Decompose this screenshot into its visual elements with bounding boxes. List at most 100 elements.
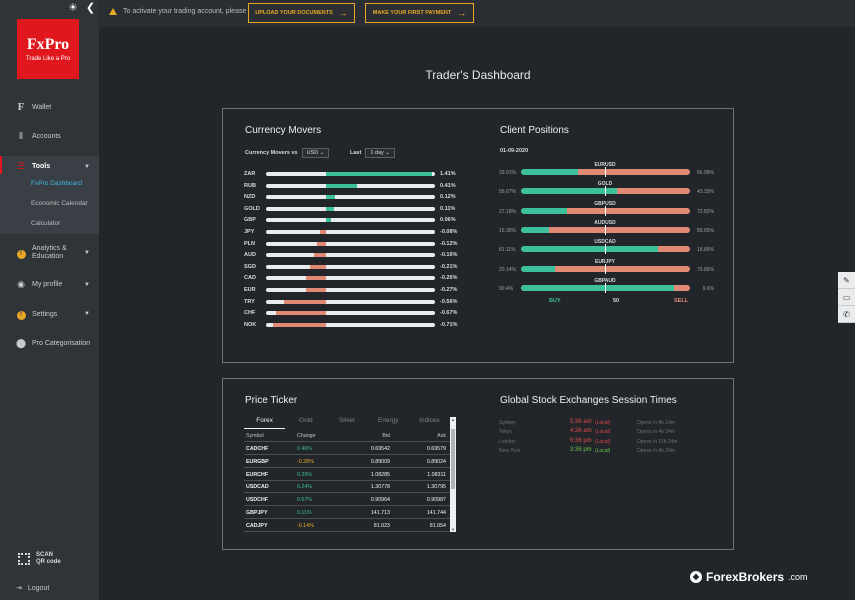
sidebar-item-analytics[interactable]: ! Analytics & Education ▼: [0, 245, 99, 261]
period-select[interactable]: 1 day ⌄: [365, 148, 395, 158]
price-ticker-scrollbar[interactable]: ▲ ▼: [450, 417, 456, 532]
upload-documents-button[interactable]: UPLOAD YOUR DOCUMENTS →: [248, 3, 355, 23]
sidebar-item-accounts[interactable]: ⫴ Accounts: [0, 131, 99, 142]
price-ticker-row[interactable]: CADJPY -0.14% 81.023 81.054: [244, 520, 450, 532]
tab-forex[interactable]: Forex: [244, 417, 286, 429]
currency-code: TRY: [244, 298, 255, 305]
currency-code: ZAR: [244, 171, 256, 177]
ticker-bid: 1.30778: [370, 484, 390, 491]
sidebar-item-label: My profile: [32, 281, 63, 288]
buy-percent: 33.91%: [499, 170, 516, 176]
ticker-change: 0.39%: [297, 471, 313, 478]
tab-energy[interactable]: Energy: [377, 417, 399, 424]
qr-code-button[interactable]: SCAN QR code: [18, 552, 61, 566]
exchange-local-tag: (Local): [595, 438, 611, 445]
currency-code: NZD: [244, 194, 256, 201]
currency-movers-vs-label: Currency Movers vs: [245, 150, 298, 156]
currency-change-value: -0.16%: [440, 252, 458, 259]
currency-mover-bar: [266, 218, 435, 223]
currency-change-value: -0.26%: [440, 275, 458, 282]
exchange-opens-in: Opens in 4h 14m: [637, 420, 676, 426]
currency-mover-row: RUB 0.41%: [244, 181, 459, 191]
currency-mover-row: SGD -0.21%: [244, 262, 459, 272]
currency-mover-row: NZD 0.12%: [244, 192, 459, 202]
period-controls: Last 1 day ⌄: [350, 148, 395, 158]
logout-button[interactable]: ⇥ Logout: [16, 584, 50, 593]
ticker-ask: 0.89024: [426, 458, 446, 465]
sun-icon[interactable]: ☀: [68, 2, 78, 14]
exchange-session-row: Tokyo 4:36 am (Local) Opens in 4h 24m: [499, 428, 699, 438]
ticker-symbol: GBPJPY: [246, 510, 268, 516]
sidebar-item-pro-categorisation[interactable]: ⬤ Pro Categorisation: [0, 338, 99, 349]
chevron-down-icon: ▼: [84, 281, 90, 288]
currency-mover-fill: [326, 172, 432, 176]
sidebar-item-tools[interactable]: ☰ Tools ▼: [0, 161, 99, 172]
ticker-ask: 1.08311: [427, 471, 446, 478]
sidebar-item-wallet[interactable]: F Wallet: [0, 101, 99, 113]
exchange-local-time: 6:36 pm: [570, 437, 592, 444]
currency-change-value: 0.41%: [440, 182, 456, 189]
tab-gold[interactable]: Gold: [298, 417, 313, 424]
currency-change-value: -0.56%: [440, 298, 458, 305]
sell-percent: 66.09%: [697, 170, 714, 176]
fxpro-logo[interactable]: FxPro Trade Like a Pro: [17, 19, 79, 79]
sidebar-subitem-economic-calendar[interactable]: Economic Calendar: [31, 200, 88, 207]
price-ticker-row[interactable]: CADCHF 0.46% 0.69542 0.69579: [244, 443, 450, 455]
exchange-local-tag: (Local): [595, 447, 611, 454]
currency-mover-fill: [313, 253, 326, 258]
scroll-thumb[interactable]: [451, 429, 455, 489]
base-currency-select[interactable]: USD ⌄: [301, 148, 330, 158]
price-ticker-row[interactable]: GBPJPY 0.11% 141.713 141.744: [244, 507, 450, 519]
client-positions-title: Client Positions: [500, 125, 569, 136]
currency-change-value: 0.12%: [440, 194, 456, 201]
watermark-suffix: .com: [788, 572, 808, 582]
position-pair: GBPAUD: [594, 277, 616, 284]
position-pair: EURJPY: [594, 258, 615, 265]
chat-icon[interactable]: ▭: [838, 289, 855, 306]
watermark: ◆ ForexBrokers .com: [690, 570, 808, 584]
exchange-opens-in: Opens in 4h 24m: [637, 429, 676, 436]
buy-fill: [521, 207, 567, 214]
floating-actions: ✎ ▭ ✆: [838, 272, 855, 323]
price-ticker-row[interactable]: USDCHF 0.67% 0.90964 0.90987: [244, 494, 450, 507]
collapse-chevron-icon[interactable]: ❮: [85, 2, 96, 14]
sidebar-item-label: Accounts: [32, 133, 61, 140]
chevron-down-icon: ▼: [84, 311, 90, 317]
fifty-percent-marker: [605, 244, 606, 255]
exchange-opens-in: Opens in 11h 24m: [637, 438, 678, 445]
ticker-bid: 1.08285: [370, 471, 390, 478]
currency-mover-bar: [266, 241, 435, 246]
currency-mover-row: CHF -0.67%: [244, 308, 459, 318]
currency-code: CHF: [244, 310, 256, 317]
currency-mover-row: EUR -0.27%: [244, 285, 459, 295]
currency-mover-fill: [326, 195, 336, 200]
pro-icon: ⬤: [16, 338, 27, 348]
logout-label: Logout: [27, 584, 50, 592]
buy-fill: [521, 188, 617, 195]
price-ticker-row[interactable]: USDCAD 0.24% 1.30778 1.30795: [244, 481, 450, 494]
price-ticker-row[interactable]: EURGBP -0.28% 0.89009 0.89024: [244, 456, 450, 468]
scroll-down-icon[interactable]: ▼: [451, 527, 455, 532]
edit-icon[interactable]: ✎: [838, 272, 855, 289]
sidebar-subitem-calculator[interactable]: Calculator: [31, 220, 61, 227]
sidebar-item-settings[interactable]: ! Settings ▼: [0, 308, 99, 320]
ticker-bid: 81.023: [373, 522, 390, 529]
watermark-brand: ForexBrokers: [706, 570, 785, 584]
price-ticker-row[interactable]: EURCHF 0.39% 1.08285 1.08311: [244, 469, 450, 481]
first-payment-button[interactable]: MAKE YOUR FIRST PAYMENT →: [365, 3, 474, 23]
currency-change-value: -0.12%: [440, 240, 458, 247]
position-pair: GBPUSD: [594, 200, 616, 207]
currency-code: CAD: [244, 275, 256, 282]
currency-mover-row: ZAR 1.41%: [244, 169, 459, 179]
exchange-local-tag: (Local): [595, 420, 611, 426]
currency-mover-row: GBP 0.06%: [244, 215, 459, 225]
tab-silver[interactable]: Silver: [338, 417, 356, 424]
phone-icon[interactable]: ✆: [838, 306, 855, 323]
first-payment-label: MAKE YOUR FIRST PAYMENT: [372, 10, 452, 16]
ticker-bid: 0.89009: [370, 458, 390, 465]
arrow-right-icon: →: [457, 8, 467, 18]
sidebar-subitem-fxpro-dashboard[interactable]: FxPro Dashboard: [31, 180, 82, 187]
tab-indices[interactable]: Indices: [419, 417, 440, 424]
sidebar-item-my-profile[interactable]: ◉ My profile ▼: [0, 279, 99, 290]
scroll-up-icon[interactable]: ▲: [451, 417, 455, 422]
